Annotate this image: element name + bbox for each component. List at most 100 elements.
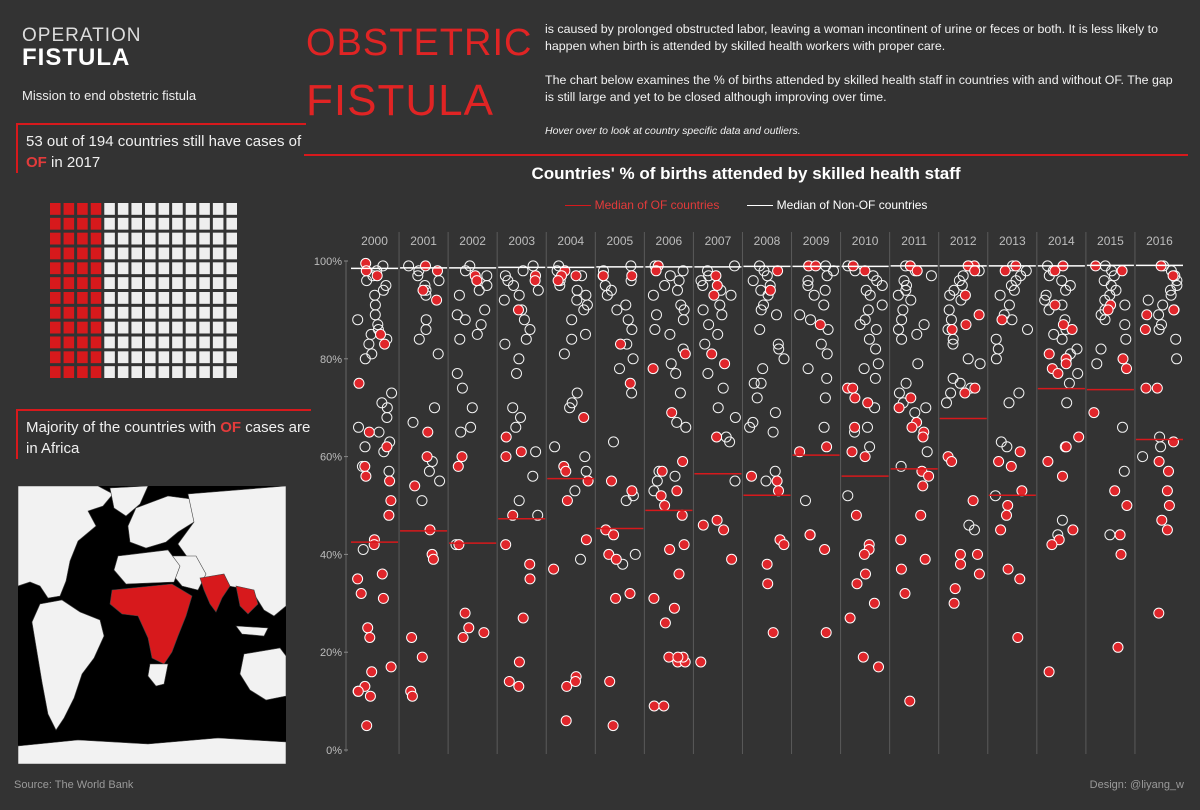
of-point[interactable] [1112, 641, 1124, 653]
non-of-point[interactable] [945, 314, 957, 326]
of-point[interactable] [895, 563, 907, 575]
non-of-point[interactable] [808, 289, 820, 301]
non-of-point[interactable] [822, 324, 834, 335]
non-of-point[interactable] [479, 304, 491, 316]
of-point[interactable] [1114, 529, 1126, 541]
of-point[interactable] [969, 382, 981, 394]
of-point[interactable] [946, 324, 958, 335]
of-point[interactable] [1049, 265, 1061, 277]
non-of-point[interactable] [571, 294, 583, 306]
of-point[interactable] [507, 509, 519, 521]
non-of-point[interactable] [702, 265, 713, 277]
non-of-point[interactable] [620, 299, 632, 311]
of-point[interactable] [814, 319, 826, 331]
of-point[interactable] [678, 539, 690, 551]
of-point[interactable] [615, 338, 626, 350]
non-of-point[interactable] [1039, 294, 1051, 306]
of-point[interactable] [772, 265, 784, 277]
of-point[interactable] [607, 720, 619, 732]
of-point[interactable] [360, 265, 372, 277]
non-of-point[interactable] [1104, 529, 1116, 541]
non-of-point[interactable] [1022, 324, 1033, 335]
non-of-point[interactable] [771, 309, 782, 321]
of-point[interactable] [846, 446, 858, 458]
of-point[interactable] [463, 622, 475, 634]
non-of-point[interactable] [659, 280, 671, 291]
of-point[interactable] [1117, 353, 1129, 365]
non-of-point[interactable] [1056, 514, 1068, 526]
non-of-point[interactable] [454, 333, 466, 345]
of-point[interactable] [719, 358, 731, 370]
of-point[interactable] [656, 465, 668, 477]
non-of-point[interactable] [513, 495, 525, 507]
non-of-point[interactable] [412, 270, 424, 282]
of-point[interactable] [552, 275, 564, 287]
of-point[interactable] [561, 680, 573, 692]
non-of-point[interactable] [580, 289, 592, 301]
of-point[interactable] [379, 338, 391, 350]
non-of-point[interactable] [614, 363, 625, 375]
non-of-point[interactable] [579, 451, 591, 463]
non-of-point[interactable] [626, 324, 638, 335]
non-of-point[interactable] [947, 372, 959, 384]
non-of-point[interactable] [900, 377, 912, 389]
non-of-point[interactable] [1119, 319, 1131, 331]
of-point[interactable] [873, 661, 884, 673]
of-point[interactable] [459, 607, 471, 619]
of-point[interactable] [561, 495, 573, 507]
of-point[interactable] [471, 275, 483, 287]
non-of-point[interactable] [716, 309, 728, 321]
of-point[interactable] [959, 387, 971, 399]
of-point[interactable] [948, 597, 960, 609]
non-of-point[interactable] [699, 338, 711, 350]
of-point[interactable] [726, 553, 738, 565]
of-point[interactable] [647, 363, 659, 375]
non-of-point[interactable] [754, 324, 766, 335]
non-of-point[interactable] [1063, 377, 1075, 389]
non-of-point[interactable] [420, 324, 432, 335]
non-of-point[interactable] [1153, 309, 1165, 321]
of-point[interactable] [610, 592, 622, 604]
non-of-point[interactable] [527, 260, 539, 272]
non-of-point[interactable] [819, 392, 831, 404]
non-of-point[interactable] [943, 304, 955, 316]
non-of-point[interactable] [365, 328, 377, 340]
non-of-point[interactable] [862, 304, 874, 316]
of-point[interactable] [363, 426, 375, 438]
non-of-point[interactable] [566, 397, 578, 409]
of-point[interactable] [668, 602, 680, 614]
of-point[interactable] [1088, 407, 1100, 419]
of-point[interactable] [821, 441, 833, 453]
non-of-point[interactable] [558, 348, 570, 360]
of-point[interactable] [648, 700, 660, 712]
non-of-point[interactable] [761, 270, 773, 282]
non-of-point[interactable] [566, 333, 578, 345]
of-point[interactable] [1001, 509, 1012, 521]
non-of-point[interactable] [549, 441, 561, 453]
of-point[interactable] [606, 475, 617, 487]
of-point[interactable] [1067, 524, 1079, 536]
of-point[interactable] [1115, 548, 1127, 560]
non-of-point[interactable] [1142, 294, 1154, 306]
of-point[interactable] [424, 524, 436, 536]
non-of-point[interactable] [729, 475, 741, 487]
non-of-point[interactable] [373, 426, 385, 438]
of-point[interactable] [860, 568, 871, 580]
non-of-point[interactable] [1170, 333, 1182, 345]
of-point[interactable] [859, 265, 871, 277]
of-point[interactable] [850, 509, 862, 521]
non-of-point[interactable] [580, 465, 592, 477]
of-point[interactable] [762, 578, 774, 590]
non-of-point[interactable] [925, 270, 937, 282]
of-point[interactable] [375, 328, 386, 340]
non-of-point[interactable] [377, 284, 389, 296]
of-point[interactable] [969, 265, 981, 277]
non-of-point[interactable] [1003, 299, 1015, 311]
of-point[interactable] [1016, 485, 1028, 497]
of-point[interactable] [513, 680, 525, 692]
non-of-point[interactable] [453, 289, 465, 301]
non-of-point[interactable] [460, 265, 471, 277]
non-of-point[interactable] [755, 284, 767, 296]
of-point[interactable] [385, 661, 397, 673]
non-of-point[interactable] [769, 407, 781, 419]
